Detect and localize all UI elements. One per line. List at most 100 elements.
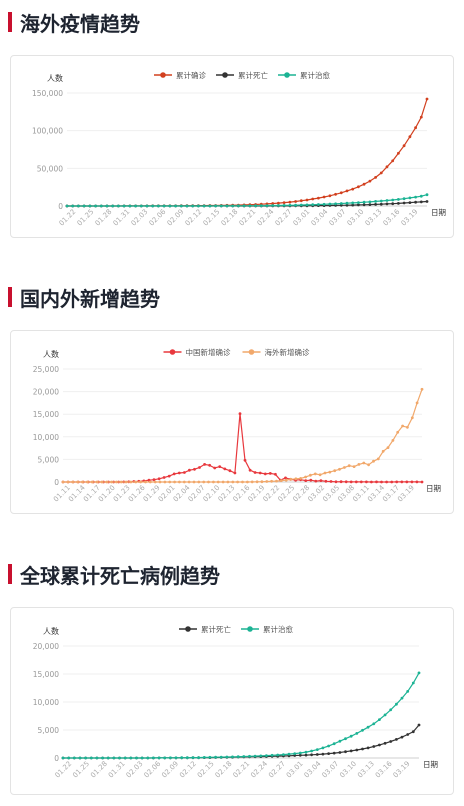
data-point	[362, 200, 366, 204]
data-point	[406, 733, 410, 736]
data-point	[105, 204, 109, 208]
data-point	[381, 449, 385, 453]
data-point	[402, 197, 406, 201]
data-point	[408, 196, 412, 200]
data-point	[139, 480, 143, 484]
data-point	[265, 754, 268, 757]
data-point	[265, 480, 269, 483]
chart-card-global-deaths: 人数 0 5,000 10,000 15,000 20,000 01.22 01.25 01.2…	[10, 607, 454, 795]
data-point	[158, 480, 162, 484]
data-point	[385, 202, 389, 206]
chart-new-cases-trend: 人数05,00010,00015,00020,00025,00001.1101.…	[33, 347, 441, 504]
data-point	[397, 198, 400, 201]
data-point	[397, 151, 400, 155]
data-point	[248, 468, 252, 472]
data-point	[180, 756, 184, 760]
data-point	[333, 469, 337, 473]
data-point	[223, 467, 227, 471]
data-point	[380, 480, 383, 484]
data-point	[242, 204, 246, 208]
x-tick-label: 03.07	[320, 760, 340, 780]
data-point	[379, 202, 383, 206]
data-point	[305, 198, 309, 202]
data-point	[67, 756, 71, 760]
data-point	[268, 472, 272, 475]
x-tick-label: 03.04	[310, 207, 330, 227]
x-tick-label: 02.12	[178, 760, 198, 780]
data-point	[145, 204, 149, 208]
data-point	[311, 203, 315, 207]
data-point	[225, 204, 229, 208]
x-tick-label: 02.24	[256, 207, 276, 227]
data-point	[334, 202, 337, 206]
data-point	[299, 477, 303, 480]
data-point	[174, 756, 178, 760]
x-tick-label: 02.18	[220, 208, 240, 228]
data-point	[361, 747, 364, 751]
data-point	[250, 480, 254, 484]
x-tick-label: 02.18	[214, 760, 234, 780]
x-tick-label: 02.15	[202, 208, 222, 228]
data-point	[134, 480, 138, 484]
data-point	[374, 203, 377, 206]
data-point	[376, 457, 380, 461]
data-point	[408, 201, 412, 205]
data-point	[254, 204, 257, 208]
series-line	[63, 413, 423, 483]
data-point	[355, 732, 359, 735]
data-point	[309, 473, 312, 477]
data-point	[255, 480, 259, 484]
data-point	[185, 756, 189, 760]
data-point	[259, 204, 263, 208]
y-tick-label: 0	[54, 754, 59, 763]
data-point	[279, 479, 283, 482]
data-point	[338, 751, 342, 754]
data-point	[134, 204, 137, 208]
data-point	[265, 204, 269, 208]
data-point	[270, 479, 273, 483]
legend-label: 累计治愈	[263, 624, 293, 634]
data-point	[317, 196, 320, 200]
data-point	[322, 202, 326, 206]
data-point	[144, 480, 147, 484]
legend-marker	[248, 349, 255, 355]
data-point	[243, 458, 247, 462]
chart-overseas-trend: 人数050,000100,000150,00001.2201.2501.2801…	[32, 70, 446, 228]
legend-label: 累计治愈	[300, 70, 330, 80]
y-axis-title: 人数	[43, 626, 59, 636]
y-tick-label: 100,000	[32, 127, 63, 136]
data-point	[82, 204, 86, 208]
data-point	[390, 480, 394, 484]
data-point	[379, 199, 383, 203]
data-point	[389, 708, 393, 712]
data-point	[367, 463, 370, 467]
data-point	[214, 755, 218, 759]
data-point	[197, 756, 201, 759]
data-point	[406, 690, 410, 693]
data-point	[414, 126, 417, 130]
data-point	[400, 735, 404, 739]
title-accent-bar	[8, 287, 12, 307]
data-point	[344, 750, 347, 754]
data-point	[248, 754, 251, 758]
data-point	[208, 463, 212, 467]
data-point	[420, 387, 424, 391]
data-point	[317, 203, 320, 206]
data-point	[391, 439, 395, 442]
y-tick-label: 15,000	[33, 410, 59, 419]
data-point	[81, 480, 84, 484]
data-point	[411, 681, 415, 685]
data-point	[95, 756, 99, 760]
data-point	[71, 204, 75, 208]
data-point	[375, 480, 378, 484]
data-point	[411, 730, 415, 734]
data-point	[274, 472, 277, 476]
data-point	[288, 200, 292, 204]
x-tick-label: 03.13	[356, 760, 376, 780]
data-point	[357, 203, 360, 207]
data-point	[284, 478, 288, 482]
chart-card-new-cases: 人数 0 5,000 10,000 15,000 20,000 25,000 01.11 01.…	[10, 330, 454, 514]
data-point	[85, 480, 89, 484]
data-point	[152, 478, 156, 482]
data-point	[163, 480, 167, 484]
